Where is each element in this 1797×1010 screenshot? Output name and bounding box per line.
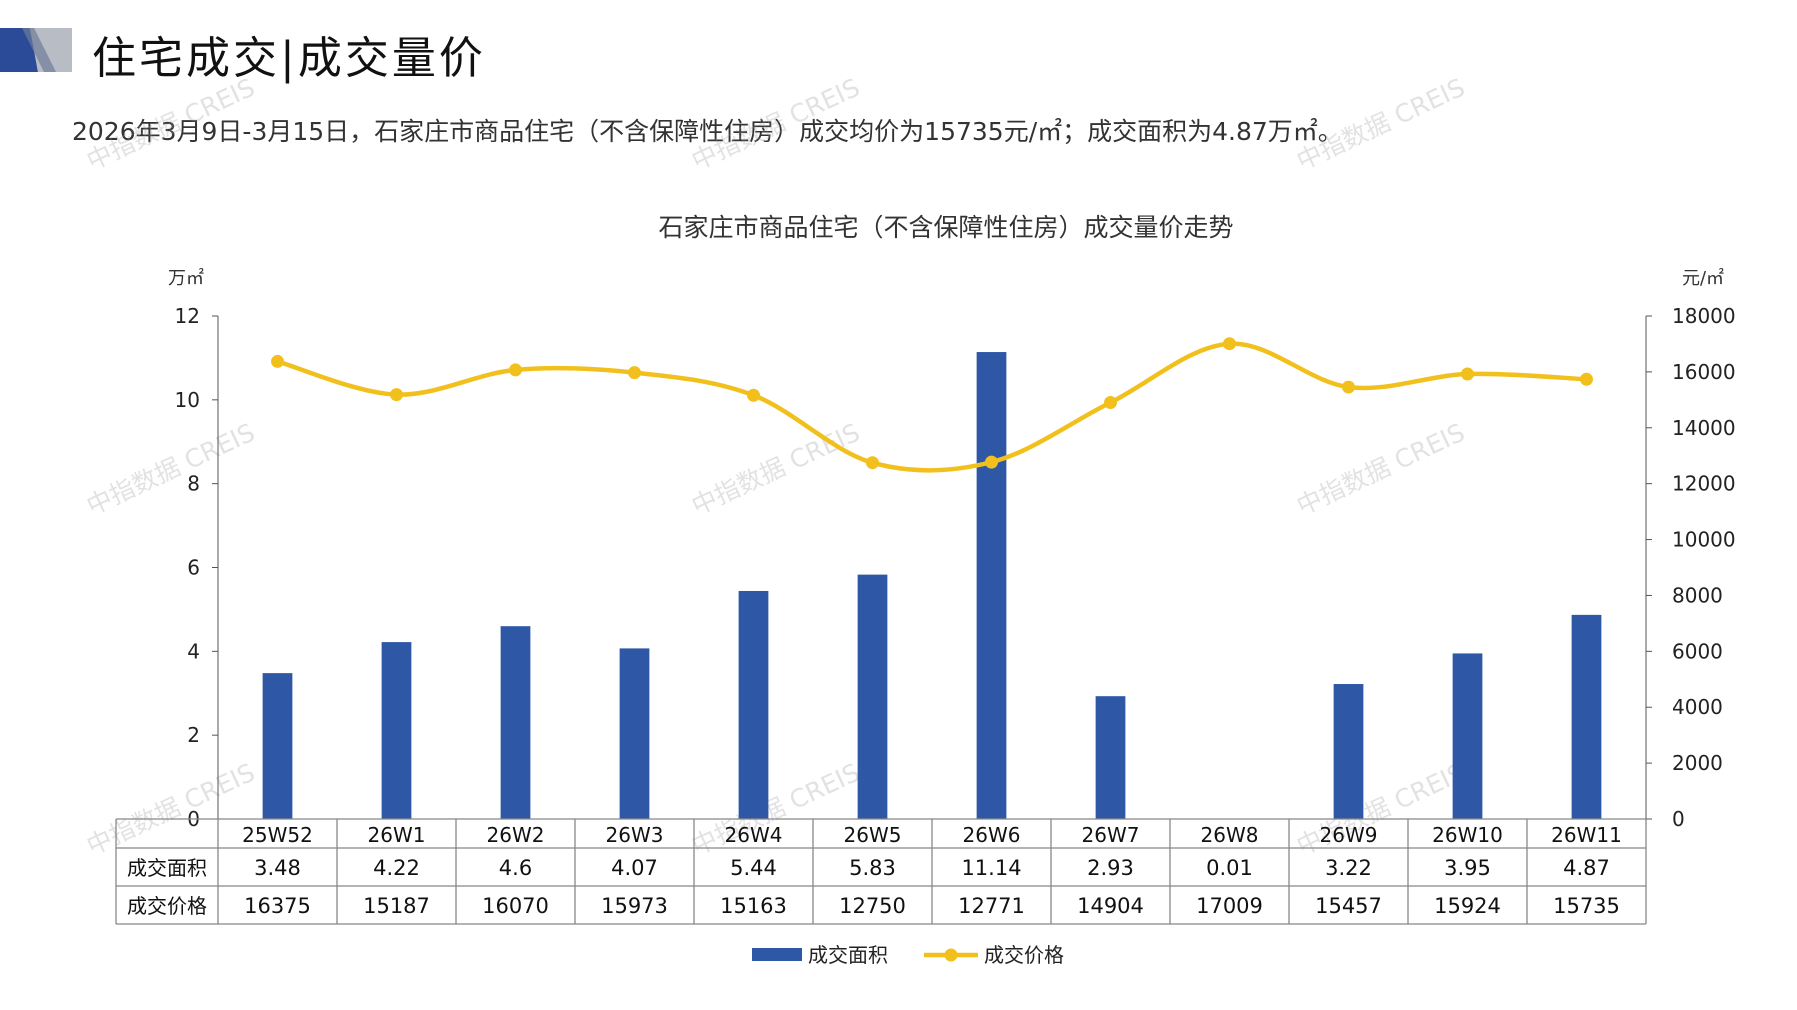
- right-tick-label: 16000: [1672, 360, 1736, 384]
- category-label: 26W8: [1201, 823, 1259, 847]
- price-line: [276, 341, 1587, 473]
- area-value-label: 4.6: [499, 856, 532, 880]
- price-value-label: 12750: [839, 894, 906, 918]
- right-tick-label: 14000: [1672, 416, 1736, 440]
- price-point: [628, 366, 641, 380]
- price-value-label: 17009: [1196, 894, 1263, 918]
- price-point: [1461, 367, 1474, 381]
- price-point: [1104, 396, 1117, 410]
- category-label: 26W11: [1551, 823, 1622, 847]
- price-point: [866, 456, 879, 470]
- category-label: 26W4: [725, 823, 783, 847]
- page-title: 住宅成交|成交量价: [92, 33, 486, 84]
- left-tick-label: 10: [175, 388, 200, 412]
- legend-swatch-area: [752, 948, 802, 961]
- right-tick-label: 2000: [1672, 751, 1723, 775]
- header-decoration: [0, 28, 72, 72]
- category-label: 26W9: [1320, 823, 1378, 847]
- left-tick-label: 8: [187, 472, 200, 496]
- category-label: 26W5: [844, 823, 902, 847]
- legend-label-price: 成交价格: [984, 943, 1064, 967]
- price-value-label: 15163: [720, 894, 787, 918]
- price-point: [509, 363, 522, 377]
- category-label: 26W3: [606, 823, 664, 847]
- price-value-label: 15924: [1434, 894, 1501, 918]
- area-value-label: 4.87: [1563, 856, 1610, 880]
- price-value-label: 15457: [1315, 894, 1382, 918]
- price-point: [1580, 372, 1593, 386]
- price-value-label: 14904: [1077, 894, 1144, 918]
- area-value-label: 11.14: [961, 856, 1021, 880]
- price-value-label: 12771: [958, 894, 1025, 918]
- bar-area: [1452, 653, 1483, 819]
- category-label: 26W6: [963, 823, 1021, 847]
- area-value-label: 3.95: [1444, 856, 1491, 880]
- right-axis-unit: 元/㎡: [1682, 267, 1724, 289]
- price-point: [1223, 337, 1236, 351]
- area-value-label: 5.83: [849, 856, 896, 880]
- right-tick-label: 6000: [1672, 639, 1723, 663]
- price-value-label: 16375: [244, 894, 311, 918]
- right-tick-label: 8000: [1672, 583, 1723, 607]
- area-value-label: 5.44: [730, 856, 777, 880]
- chart-title: 石家庄市商品住宅（不含保障性住房）成交量价走势: [658, 213, 1233, 242]
- category-label: 26W1: [368, 823, 426, 847]
- table-row-header-price: 成交价格: [127, 894, 207, 918]
- area-value-label: 4.07: [611, 856, 658, 880]
- price-value-label: 15187: [363, 894, 430, 918]
- price-point: [985, 455, 998, 469]
- legend-label-area: 成交面积: [808, 943, 888, 967]
- summary-text: 2026年3月9日-3月15日，石家庄市商品住宅（不含保障性住房）成交均价为15…: [72, 117, 1343, 146]
- bar-area: [1571, 614, 1602, 819]
- price-point: [271, 354, 284, 368]
- left-tick-label: 6: [187, 556, 200, 580]
- bar-area: [381, 642, 412, 819]
- bar-area: [262, 673, 293, 819]
- bar-area: [619, 648, 650, 819]
- price-value-label: 15735: [1553, 894, 1620, 918]
- legend-swatch-price-marker: [944, 948, 958, 962]
- left-tick-label: 4: [187, 639, 200, 663]
- area-value-label: 4.22: [373, 856, 420, 880]
- bar-area: [1095, 696, 1126, 819]
- area-value-label: 3.22: [1325, 856, 1372, 880]
- bar-area: [857, 574, 888, 819]
- category-label: 26W10: [1432, 823, 1503, 847]
- category-label: 26W7: [1082, 823, 1140, 847]
- bar-area: [500, 626, 531, 819]
- area-value-label: 0.01: [1206, 856, 1253, 880]
- right-tick-label: 18000: [1672, 304, 1736, 328]
- header-deco-slash: [22, 28, 56, 72]
- right-tick-label: 10000: [1672, 528, 1736, 552]
- area-value-label: 3.48: [254, 856, 301, 880]
- left-tick-label: 12: [175, 304, 200, 328]
- bar-area: [738, 590, 769, 819]
- category-label: 26W2: [487, 823, 545, 847]
- right-tick-label: 4000: [1672, 695, 1723, 719]
- category-label: 25W52: [242, 823, 313, 847]
- table-row-header-area: 成交面积: [127, 856, 207, 880]
- price-point: [1342, 380, 1355, 394]
- bar-area: [976, 352, 1007, 819]
- right-tick-label: 0: [1672, 807, 1685, 831]
- price-point: [747, 388, 760, 402]
- bar-area: [1333, 684, 1364, 819]
- right-tick-label: 12000: [1672, 472, 1736, 496]
- price-value-label: 15973: [601, 894, 668, 918]
- price-value-label: 16070: [482, 894, 549, 918]
- left-axis-unit: 万㎡: [168, 267, 204, 289]
- price-point: [390, 388, 403, 402]
- left-tick-label: 2: [187, 723, 200, 747]
- area-value-label: 2.93: [1087, 856, 1134, 880]
